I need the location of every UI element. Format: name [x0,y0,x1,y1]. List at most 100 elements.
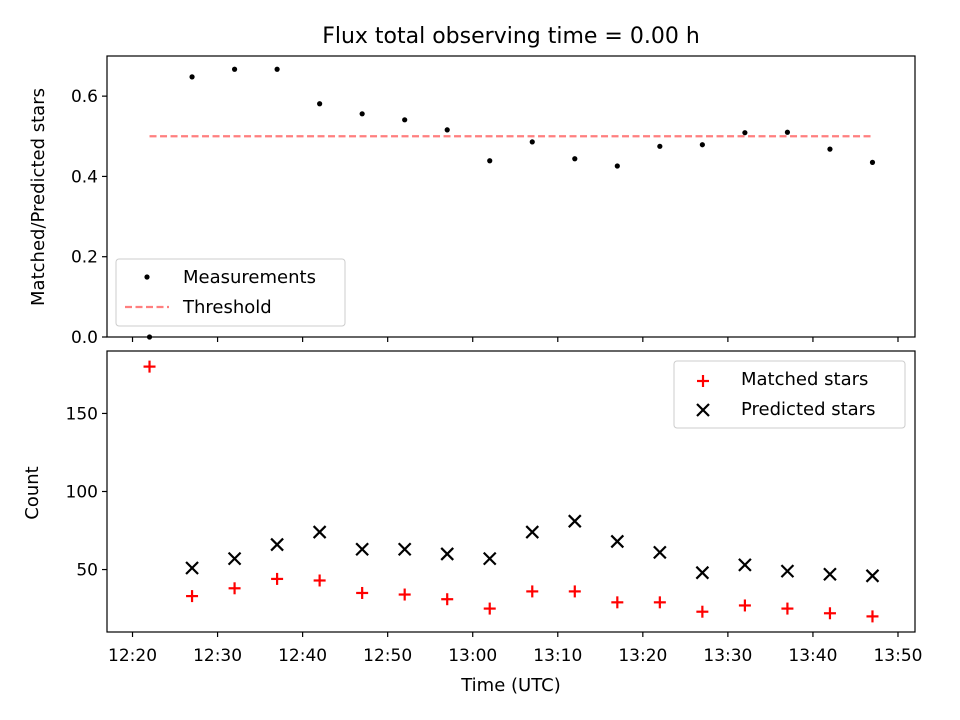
matched-stars-point [696,605,709,618]
count-xtick-label: 12:40 [278,646,327,666]
predicted-stroke [653,545,667,560]
matched-stars-point [568,585,581,598]
predicted-stroke [227,551,242,566]
legend-predicted-label: Predicted stars [741,399,875,420]
matched-stars-point [313,574,326,587]
measurement-point [742,130,748,136]
measurement-point [231,66,238,72]
predicted-stroke [440,547,454,561]
ratio-y-label: Matched/Predicted stars [28,88,49,306]
predicted-stroke [738,558,752,572]
predicted-stars-point [185,561,199,575]
count-legend: Matched stars Predicted stars [673,360,906,429]
predicted-stars-point [780,564,795,578]
matched-stars-point [781,602,794,615]
legend-predicted-marker [696,403,710,417]
measurement-point [572,156,578,162]
count-xtick-label: 12:30 [193,646,242,666]
matched-stars-point [823,607,836,620]
count-ytick-label: 50 [76,561,98,581]
matched-stars-point [526,585,539,598]
chart-title: Flux total observing time = 0.00 h [322,24,700,49]
predicted-stroke [482,551,497,566]
measurement-point [402,117,408,123]
predicted-stroke [312,525,327,539]
legend-measurements-label: Measurements [183,267,316,288]
predicted-stroke [695,565,710,580]
ratio-plot-area [106,55,916,338]
count-xtick-label: 12:20 [108,646,157,666]
predicted-stroke [610,534,625,549]
predicted-stars-point [695,565,710,580]
count-y-axis: 50 100 150 [66,404,107,581]
legend-matched-marker [697,375,709,387]
predicted-stars-point [270,537,284,552]
count-xtick-label: 13:40 [788,646,837,666]
ratio-ytick-label: 0.6 [71,87,98,107]
count-legend-box [673,360,906,429]
predicted-stars-point [355,542,369,557]
measurement-point [529,139,535,145]
ratio-panel: 0.0 0.2 0.4 0.6 Matched/Predicted stars Mea… [28,55,916,348]
predicted-stroke [270,537,284,552]
ratio-legend-box [115,258,346,327]
predicted-stars-point [312,525,327,539]
ratio-y-axis: 0.0 0.2 0.4 0.6 [71,87,107,348]
predicted-stroke [185,561,199,575]
matched-stars-point [271,572,284,585]
count-x-label: Time (UTC) [460,675,561,696]
count-ytick-label: 150 [66,404,98,424]
predicted-stars-point [440,547,454,561]
predicted-stars-point [653,545,667,560]
count-xtick-label: 13:20 [618,646,667,666]
predicted-stars-point [568,514,582,528]
matched-stars-point [483,602,496,615]
count-x-axis: 12:20 12:30 12:40 12:50 13:00 13:10 13:20 13:30… [108,632,922,666]
predicted-stroke [780,564,795,578]
legend-matched-label: Matched stars [741,369,868,390]
measurement-point [487,158,493,164]
count-ytick-label: 100 [66,483,98,503]
measurement-point [317,101,323,107]
measurement-point [869,159,876,165]
predicted-stars-point [482,551,497,566]
matched-stars-point [866,610,879,623]
measurement-point [189,74,195,80]
predicted-stroke [397,542,412,557]
measurement-point [444,127,450,133]
measurement-point [784,129,791,135]
matched-stars-point [228,582,241,595]
legend-measurements-marker [144,274,150,280]
measurement-point [146,334,153,340]
measurement-point [359,111,365,117]
predicted-stars-point [227,551,242,566]
ratio-legend: Measurements Threshold [115,258,346,327]
predicted-stroke [823,567,837,582]
ratio-ytick-label: 0.2 [71,248,98,268]
matched-stars-point [738,599,751,612]
count-xtick-label: 13:30 [703,646,752,666]
ratio-ytick-label: 0.0 [71,328,98,348]
ratio-series [146,66,876,340]
predicted-stars-point [397,542,412,557]
matched-stars-point [398,588,411,601]
predicted-stars-point [610,534,625,549]
predicted-stroke [525,525,540,539]
ratio-ytick-label: 0.4 [71,167,98,187]
measurement-point [274,66,280,72]
count-series [143,360,880,623]
measurement-point [827,146,833,152]
predicted-stars-point [823,567,837,582]
predicted-stars-point [738,558,752,572]
predicted-stroke [355,542,369,557]
matched-stars-point [143,360,156,373]
measurement-point [699,142,705,148]
count-xtick-label: 12:50 [363,646,412,666]
matched-stars-point [356,586,369,599]
legend-threshold-label: Threshold [182,297,272,318]
predicted-stroke [865,569,880,583]
matched-stars-point [653,596,666,609]
measurement-point [657,143,663,149]
